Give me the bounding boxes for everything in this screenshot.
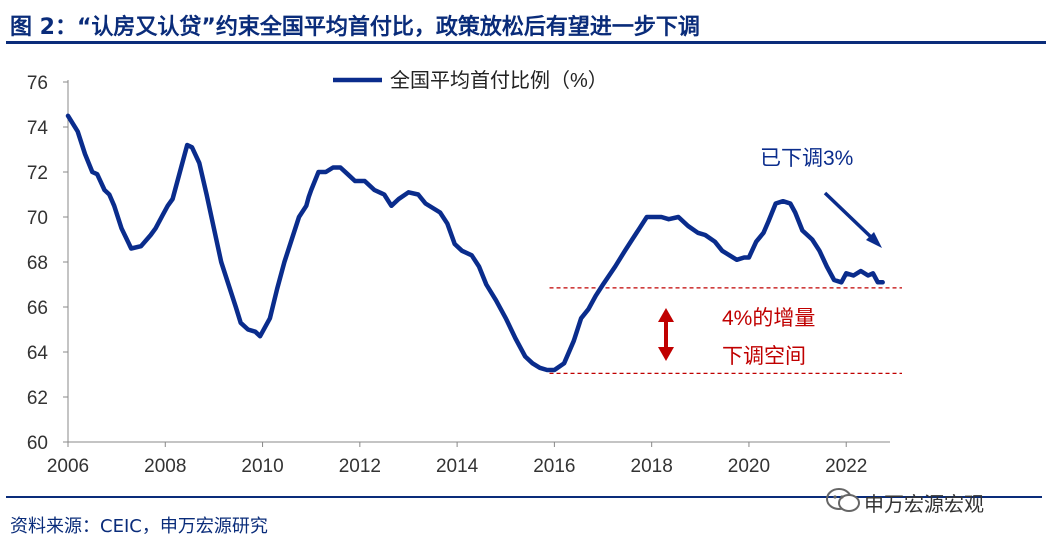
- y-tick-label: 68: [27, 253, 48, 274]
- x-tick-label: 2010: [241, 456, 283, 477]
- chart-axes: 60 62 64 66 68 70 72 74 76 2006 2008 2010 2012 2014 20…: [27, 73, 890, 477]
- y-tick-label: 72: [27, 163, 48, 184]
- source-note: 资料来源：CEIC，申万宏源研究: [10, 516, 268, 537]
- chart-title-bar: 图 2：“认房又认贷”约束全国平均首付比，政策放松后有望进一步下调: [6, 4, 1046, 44]
- x-tick-label: 2020: [728, 456, 770, 477]
- annotation-space-label-1: 4%的增量: [722, 307, 815, 330]
- title-divider: [6, 41, 1046, 44]
- x-tick-label: 2022: [825, 456, 867, 477]
- x-tick-label: 2008: [144, 456, 186, 477]
- annotation-cut-label: 已下调3%: [760, 147, 853, 170]
- chart-title: 图 2：“认房又认贷”约束全国平均首付比，政策放松后有望进一步下调: [10, 15, 700, 40]
- legend-label: 全国平均首付比例（%）: [390, 69, 608, 92]
- annotation-arrow-shaft: [823, 191, 874, 240]
- y-tick-label: 60: [27, 433, 48, 454]
- y-tick-label: 64: [27, 343, 49, 364]
- y-tick-label: 76: [27, 73, 48, 94]
- legend: 全国平均首付比例（%）: [333, 69, 608, 92]
- footer-divider: [6, 496, 1042, 498]
- annotation-arrow-head: [866, 232, 882, 248]
- x-tick-label: 2016: [533, 456, 575, 477]
- y-tick-label: 62: [27, 388, 48, 409]
- x-tick-label: 2014: [436, 456, 479, 477]
- space-arrow-head-down: [658, 347, 674, 361]
- y-tick-label: 74: [27, 118, 49, 139]
- watermark: 申万宏源宏观: [820, 484, 1042, 516]
- y-tick-label: 70: [27, 208, 48, 229]
- y-tick-label: 66: [27, 298, 48, 319]
- reference-lines: [549, 287, 902, 374]
- x-tick-label: 2012: [339, 456, 381, 477]
- space-arrow-head-up: [658, 308, 674, 322]
- watermark-text: 申万宏源宏观: [864, 492, 984, 516]
- x-tick-label: 2018: [631, 456, 673, 477]
- series-group: [65, 113, 885, 373]
- annotation-space-label-2: 下调空间: [722, 345, 806, 368]
- chat-bubble-icon: [826, 488, 860, 512]
- x-tick-label: 2006: [47, 456, 89, 477]
